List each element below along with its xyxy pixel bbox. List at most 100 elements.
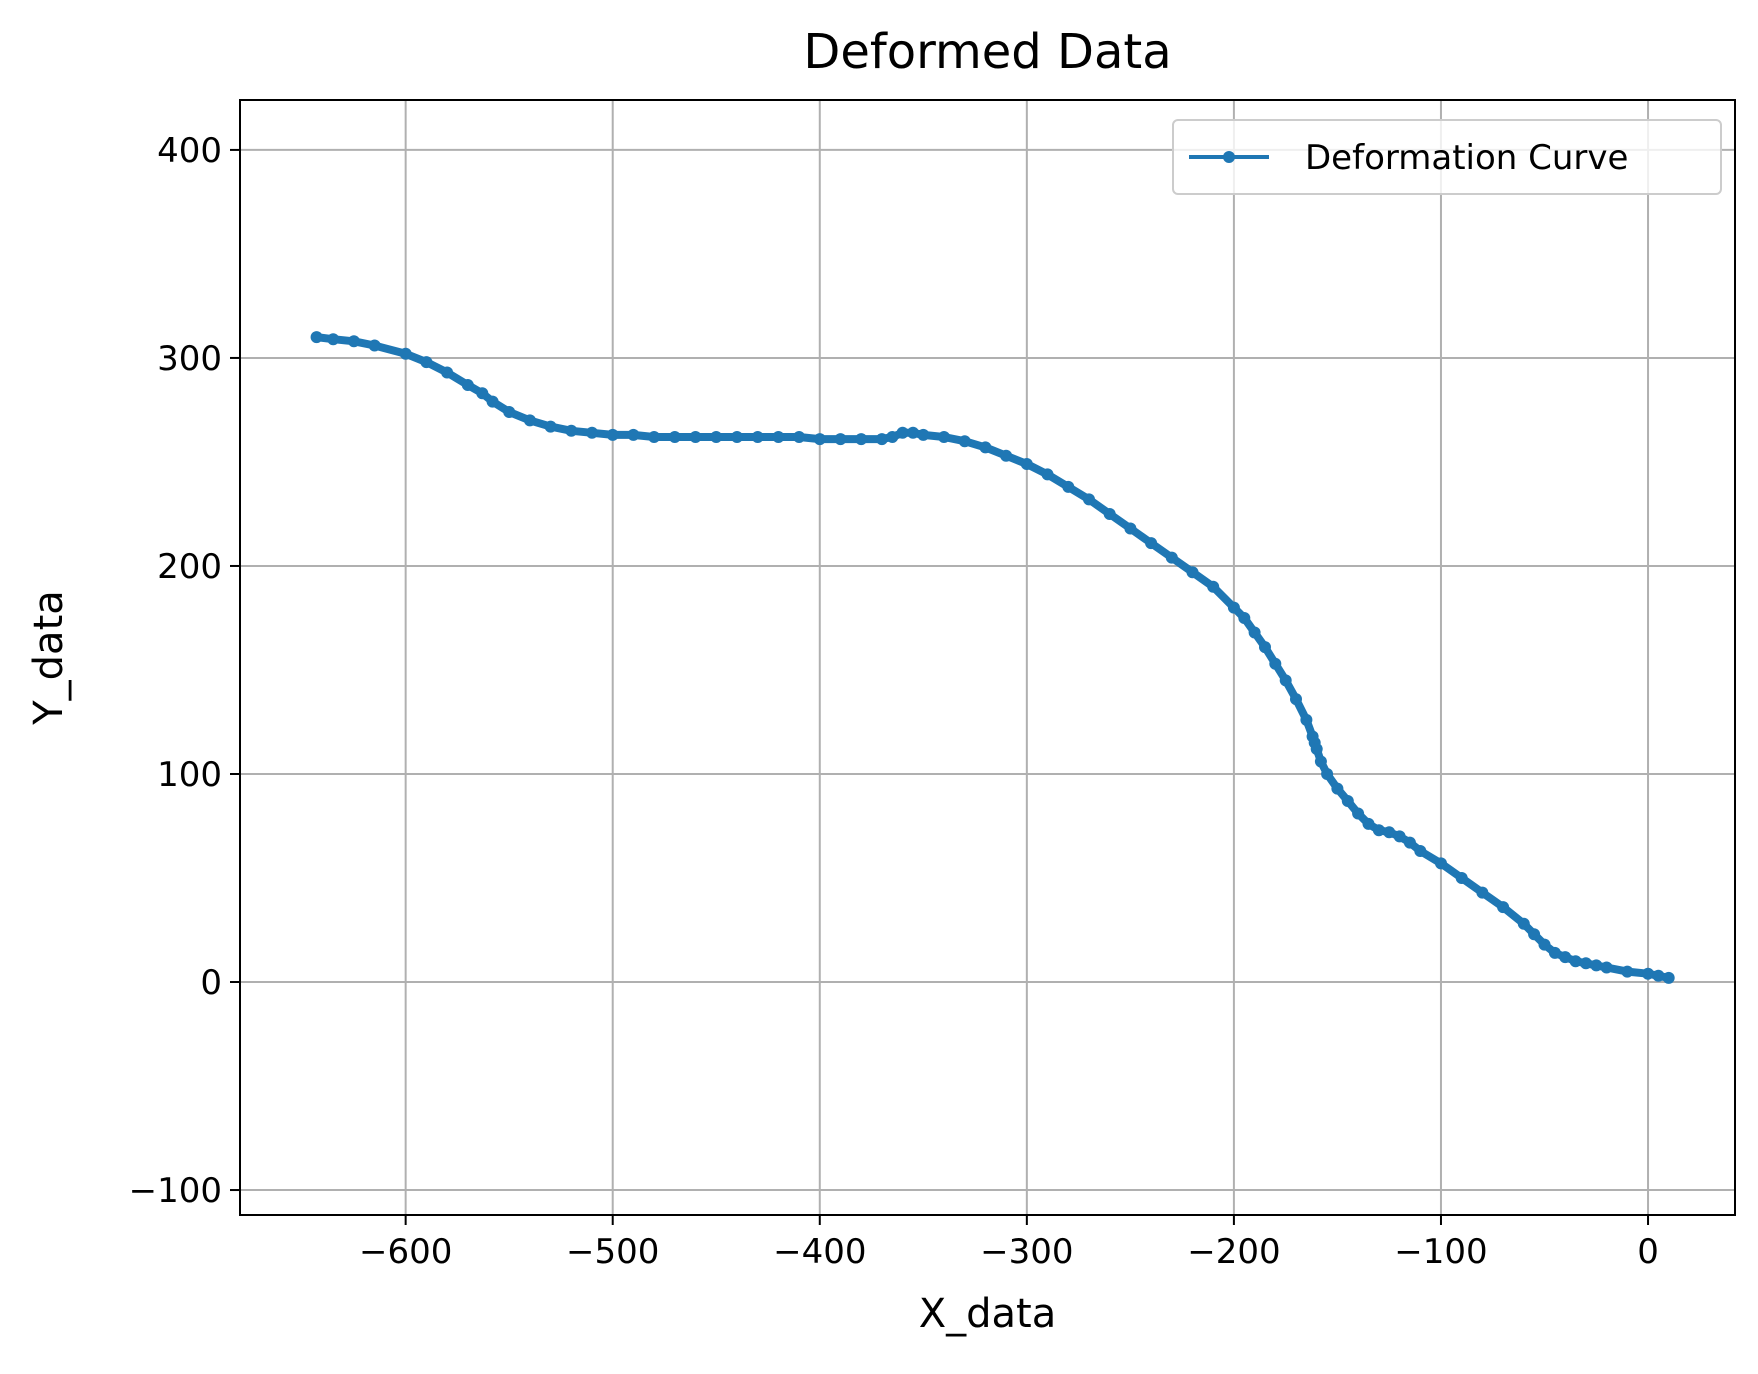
- data-point: [1383, 826, 1396, 839]
- data-point: [606, 428, 619, 441]
- x-axis-title: X_data: [919, 1291, 1057, 1337]
- data-point: [1290, 693, 1302, 706]
- data-point: [1559, 951, 1572, 964]
- data-point: [486, 395, 499, 408]
- x-tick-label: −200: [1187, 1232, 1280, 1272]
- legend: Deformation Curve: [1172, 119, 1722, 195]
- data-point: [523, 414, 536, 427]
- data-point: [1020, 458, 1033, 470]
- data-point: [1300, 713, 1313, 726]
- data-point: [1538, 938, 1551, 951]
- data-point: [347, 335, 360, 348]
- data-point: [1207, 580, 1220, 593]
- data-point: [1227, 601, 1240, 614]
- x-tick-label: −600: [359, 1232, 452, 1272]
- data-point: [1642, 967, 1654, 980]
- data-point: [772, 431, 785, 443]
- data-point: [1238, 612, 1251, 624]
- data-point: [461, 379, 474, 391]
- data-point: [1403, 836, 1416, 849]
- data-point: [1579, 957, 1592, 970]
- data-point: [896, 426, 909, 439]
- data-point: [1165, 551, 1178, 564]
- data-point: [1600, 961, 1613, 974]
- data-point: [979, 441, 992, 454]
- data-point: [886, 431, 899, 443]
- plot-frame: [239, 99, 1736, 1216]
- x-tick-label: −400: [773, 1232, 866, 1272]
- y-tick-label: −100: [129, 1171, 222, 1211]
- x-tick-label: 0: [1637, 1232, 1659, 1272]
- y-axis-title: Y_data: [26, 590, 72, 726]
- data-point: [1145, 537, 1158, 550]
- data-point: [834, 433, 847, 446]
- data-point: [1279, 674, 1292, 687]
- data-point: [875, 433, 888, 446]
- data-point: [368, 339, 381, 352]
- data-point: [907, 426, 919, 439]
- data-point: [958, 435, 971, 448]
- data-point: [1393, 830, 1406, 843]
- data-point: [399, 347, 412, 360]
- data-point: [917, 428, 930, 441]
- data-point: [1435, 857, 1447, 870]
- data-point: [793, 431, 806, 443]
- data-point: [1569, 955, 1582, 968]
- data-point: [420, 356, 433, 369]
- y-tick-label: 0: [200, 963, 222, 1003]
- data-point: [310, 331, 323, 344]
- data-point: [1352, 807, 1365, 820]
- data-point: [710, 431, 723, 443]
- data-point: [1314, 755, 1327, 768]
- data-point: [1528, 928, 1541, 941]
- data-point: [586, 426, 598, 439]
- legend-box: [1172, 119, 1722, 195]
- legend-dot-marker: [1223, 151, 1235, 163]
- data-point: [476, 387, 489, 400]
- x-axis-ticks: −600 −500 −400 −300 −200 −100 0: [359, 1215, 1659, 1272]
- data-point: [1321, 768, 1334, 780]
- data-point: [1041, 468, 1054, 481]
- data-point: [1269, 657, 1282, 670]
- data-point: [441, 366, 454, 379]
- y-tick-label: 400: [157, 131, 222, 171]
- data-point: [1186, 566, 1199, 579]
- data-point: [1590, 959, 1603, 972]
- y-tick-label: 100: [157, 755, 222, 795]
- data-point: [731, 431, 743, 443]
- data-point: [1083, 493, 1095, 506]
- data-point: [544, 420, 557, 433]
- x-tick-label: −500: [566, 1232, 659, 1272]
- data-point: [1476, 886, 1489, 899]
- chart-title: Deformed Data: [803, 24, 1171, 80]
- x-tick-label: −100: [1394, 1232, 1487, 1272]
- y-axis-ticks: −100 0 100 200 300 400: [129, 131, 240, 1211]
- data-point: [1414, 845, 1427, 857]
- y-tick-label: 200: [157, 547, 222, 587]
- data-point: [1341, 795, 1354, 807]
- data-point: [813, 433, 826, 446]
- data-point: [1248, 626, 1261, 639]
- data-point: [1621, 965, 1634, 978]
- data-point: [327, 333, 340, 346]
- data-point: [1000, 449, 1013, 462]
- data-point: [938, 431, 950, 443]
- data-point: [565, 424, 578, 437]
- data-point: [1497, 901, 1510, 914]
- data-point: [1662, 971, 1675, 984]
- x-tick-label: −300: [980, 1232, 1073, 1272]
- data-point: [1062, 480, 1075, 493]
- data-point: [751, 431, 764, 443]
- data-point: [1652, 969, 1665, 982]
- data-point: [1455, 872, 1468, 884]
- legend-label: Deformation Curve: [1305, 138, 1628, 178]
- data-point: [1362, 817, 1375, 830]
- data-point: [1310, 743, 1323, 755]
- data-point: [503, 406, 516, 418]
- series-layer: [310, 331, 1675, 984]
- data-point: [1331, 782, 1344, 795]
- data-point: [1124, 522, 1137, 535]
